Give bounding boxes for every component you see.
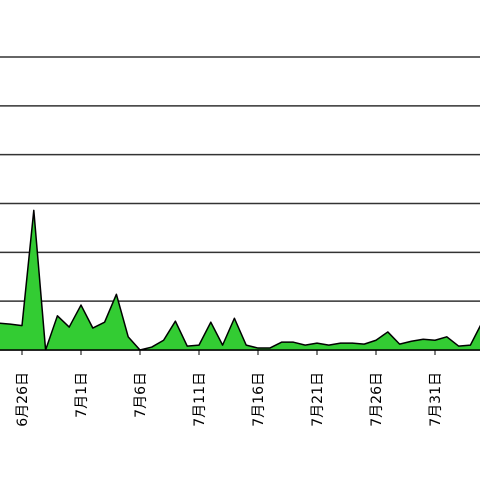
- x-tick-label: 7月16日: [251, 372, 267, 427]
- x-tick-label: 7月21日: [310, 372, 326, 427]
- x-tick-label: 7月6日: [133, 372, 149, 418]
- x-tick-label: 7月31日: [428, 372, 444, 427]
- x-tick-label: 7月1日: [74, 372, 90, 418]
- area: [0, 209, 480, 351]
- x-tick-label: 7月26日: [369, 372, 385, 427]
- x-tick-label: 7月11日: [192, 372, 208, 427]
- x-tick-label: 6月26日: [15, 372, 31, 427]
